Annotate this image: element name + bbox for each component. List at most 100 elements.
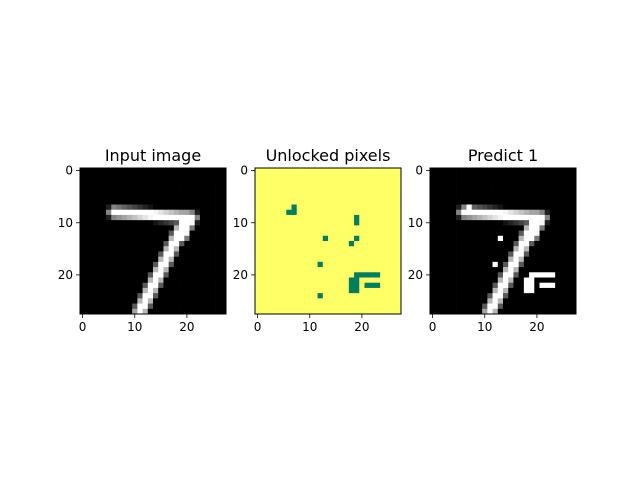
heatmap-cell	[513, 293, 519, 299]
heatmap-cell	[570, 214, 577, 221]
heatmap-cell	[322, 298, 329, 304]
heatmap-cell	[466, 225, 473, 231]
heatmap-cell	[121, 173, 128, 179]
y-tick-label: 20	[233, 268, 248, 282]
heatmap-cell	[435, 173, 441, 179]
heatmap-cell	[390, 308, 397, 315]
heatmap-cell	[529, 168, 535, 174]
heatmap-cell	[173, 214, 180, 221]
heatmap-cell	[354, 188, 360, 195]
heatmap-cell	[539, 308, 546, 315]
heatmap-cell	[560, 272, 566, 278]
heatmap-cell	[445, 298, 452, 304]
heatmap-cell	[466, 277, 473, 284]
heatmap-cell	[301, 308, 308, 315]
heatmap-cell	[445, 194, 452, 200]
heatmap-cell	[354, 225, 360, 231]
heatmap-cell	[513, 251, 519, 257]
heatmap-cell	[296, 173, 303, 179]
heatmap-cell	[215, 173, 222, 179]
heatmap-cell	[179, 199, 185, 205]
heatmap-cell	[189, 183, 196, 190]
heatmap-cell	[380, 308, 386, 315]
heatmap-cell	[570, 199, 577, 205]
heatmap-cell	[179, 256, 185, 263]
heatmap-cell	[492, 194, 499, 200]
heatmap-cell	[220, 230, 227, 237]
heatmap-cell	[85, 173, 91, 179]
heatmap-cell	[270, 293, 277, 299]
heatmap-cell	[570, 173, 577, 179]
heatmap-cell	[456, 303, 462, 310]
heatmap-cell	[296, 230, 303, 237]
heatmap-cell	[461, 303, 467, 310]
heatmap-cell	[265, 241, 271, 247]
heatmap-cell	[270, 188, 277, 195]
heatmap-cell	[333, 282, 339, 289]
heatmap-cell	[560, 225, 566, 231]
heatmap-cell	[275, 303, 282, 310]
heatmap-cell	[503, 188, 509, 195]
heatmap-cell	[291, 204, 298, 211]
heatmap-cell	[390, 267, 397, 273]
heatmap-cell	[90, 194, 96, 200]
heatmap-cell	[333, 235, 339, 242]
heatmap-cell	[80, 246, 86, 252]
heatmap-cell	[296, 293, 303, 299]
heatmap-cell	[163, 282, 169, 289]
heatmap-cell	[301, 272, 308, 278]
heatmap-cell	[301, 178, 308, 184]
heatmap-cell	[270, 173, 277, 179]
heatmap-cell	[307, 287, 313, 294]
heatmap-cell	[390, 178, 397, 184]
heatmap-cell	[210, 298, 216, 304]
heatmap-cell	[168, 308, 175, 315]
heatmap-cell	[354, 308, 360, 315]
heatmap-cell	[205, 308, 211, 315]
heatmap-cell	[560, 261, 566, 268]
heatmap-cell	[85, 241, 91, 247]
heatmap-cell	[85, 277, 91, 284]
heatmap-cell	[338, 204, 344, 211]
heatmap-cell	[456, 246, 462, 252]
heatmap-cell	[385, 272, 391, 278]
heatmap-cell	[503, 267, 509, 273]
heatmap-cell	[430, 178, 436, 184]
heatmap-cell	[215, 183, 222, 190]
heatmap-cell	[565, 251, 572, 257]
heatmap-cell	[555, 168, 561, 174]
heatmap-cell	[100, 251, 107, 257]
heatmap-cell	[440, 209, 446, 216]
heatmap-cell	[466, 287, 473, 294]
heatmap-cell	[482, 225, 488, 231]
heatmap-cell	[529, 214, 535, 221]
heatmap-cell	[354, 173, 360, 179]
heatmap-cell	[555, 214, 561, 221]
heatmap-cell	[359, 209, 365, 216]
heatmap-cell	[461, 214, 467, 221]
heatmap-cell	[456, 251, 462, 257]
heatmap-cell	[539, 303, 546, 310]
heatmap-cell	[189, 287, 196, 294]
heatmap-cell	[255, 261, 261, 268]
heatmap-cell	[121, 235, 128, 242]
heatmap-cell	[194, 251, 201, 257]
heatmap-cell	[544, 199, 551, 205]
heatmap-cell	[80, 241, 86, 247]
heatmap-cell	[570, 230, 577, 237]
heatmap-cell	[291, 287, 298, 294]
heatmap-cell	[106, 261, 112, 268]
heatmap-cell	[95, 261, 102, 268]
heatmap-cell	[565, 287, 572, 294]
heatmap-cell	[539, 230, 546, 237]
heatmap-cell	[549, 178, 556, 184]
heatmap-cell	[147, 272, 154, 278]
heatmap-cell	[445, 272, 452, 278]
heatmap-cell	[322, 261, 329, 268]
heatmap-cell	[137, 178, 143, 184]
heatmap-cell	[260, 188, 266, 195]
heatmap-cell	[307, 251, 313, 257]
heatmap-cell	[354, 293, 360, 299]
heatmap-cell	[121, 287, 128, 294]
heatmap-cell	[137, 298, 143, 304]
